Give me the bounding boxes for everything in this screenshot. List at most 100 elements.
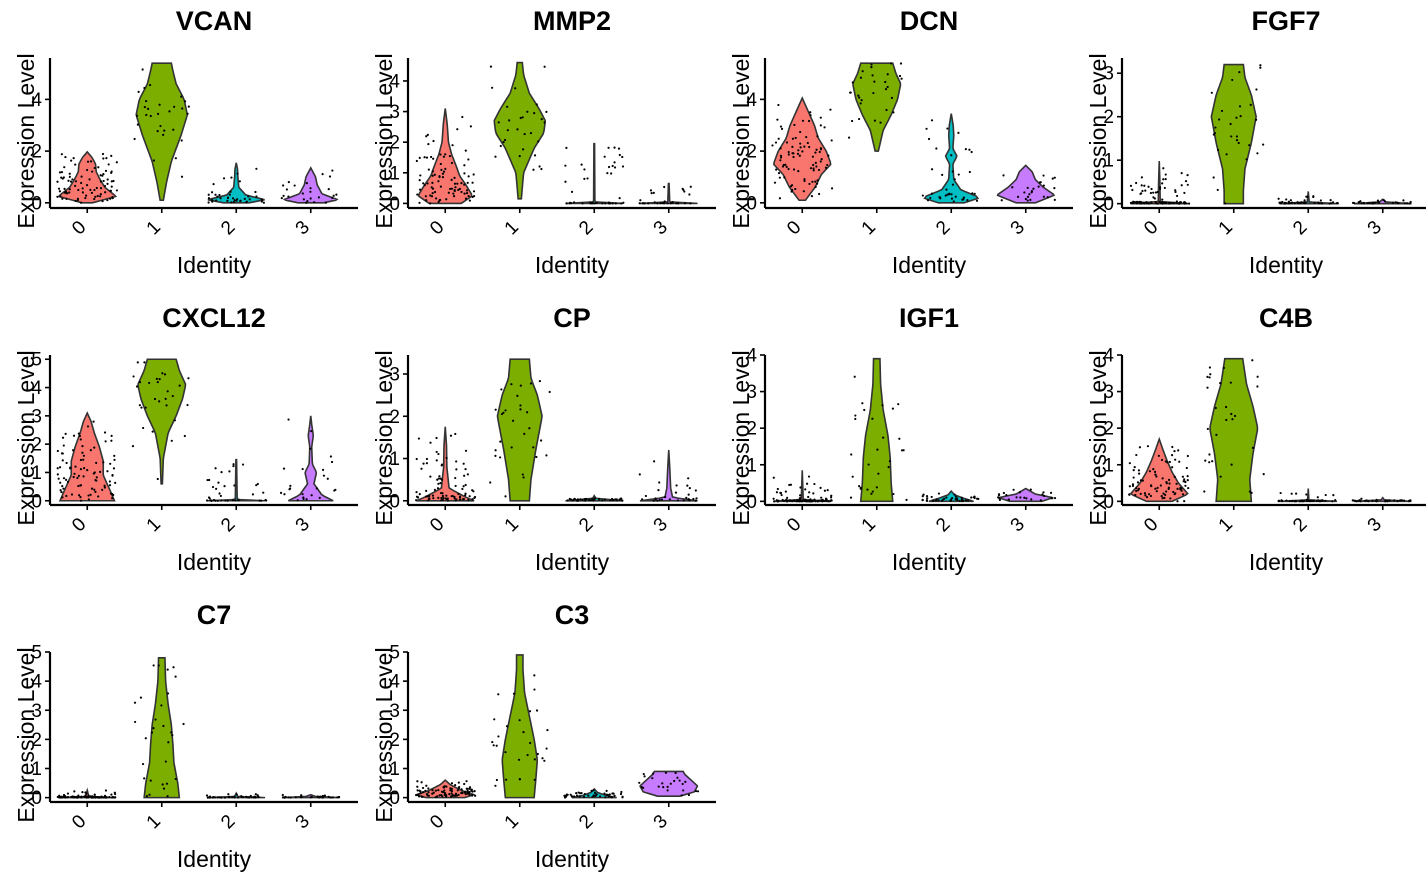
jitter-point — [660, 498, 663, 501]
jitter-point — [504, 409, 507, 412]
jitter-point — [1175, 482, 1178, 485]
jitter-point — [1162, 178, 1165, 181]
jitter-point — [474, 794, 477, 797]
y-axis-title: Expression Level — [13, 647, 39, 822]
jitter-point — [809, 114, 812, 117]
jitter-point — [318, 795, 321, 799]
jitter-point — [155, 377, 158, 380]
jitter-point — [216, 499, 219, 502]
jitter-point — [516, 394, 519, 397]
jitter-point — [445, 785, 448, 788]
jitter-point — [887, 466, 890, 469]
jitter-point — [640, 785, 644, 789]
jitter-point — [1183, 478, 1186, 481]
jitter-point — [63, 191, 66, 194]
jitter-point — [1208, 366, 1211, 369]
jitter-point — [466, 181, 469, 184]
jitter-point — [64, 155, 67, 159]
jitter-point — [543, 121, 546, 124]
jitter-point — [254, 796, 257, 799]
jitter-point — [1332, 494, 1335, 497]
jitter-point — [418, 179, 421, 182]
jitter-point — [142, 426, 145, 430]
jitter-point — [803, 178, 806, 181]
jitter-point — [1208, 461, 1211, 464]
jitter-point — [1158, 186, 1162, 189]
jitter-point — [464, 149, 467, 152]
jitter-point — [786, 496, 789, 499]
jitter-point — [425, 793, 429, 796]
jitter-point — [593, 791, 597, 794]
jitter-point — [1393, 499, 1396, 502]
jitter-point — [238, 180, 241, 183]
jitter-point — [431, 174, 434, 177]
x-tick-label: 0 — [426, 811, 448, 833]
jitter-point — [573, 201, 576, 204]
jitter-point — [80, 796, 83, 799]
jitter-point — [653, 201, 656, 204]
jitter-point — [491, 740, 494, 744]
jitter-point — [1175, 200, 1178, 203]
jitter-point — [622, 201, 625, 204]
jitter-point — [1168, 202, 1171, 205]
jitter-point — [816, 500, 819, 503]
jitter-point — [156, 130, 159, 133]
jitter-point — [110, 154, 113, 157]
jitter-point — [593, 202, 596, 205]
jitter-point — [689, 185, 692, 188]
jitter-point — [432, 157, 435, 160]
jitter-point — [187, 105, 190, 108]
jitter-point — [67, 179, 70, 182]
jitter-point — [103, 484, 106, 487]
panel-title: C4B — [1259, 303, 1313, 333]
jitter-point — [850, 119, 854, 123]
y-tick-label: 2 — [746, 419, 757, 440]
jitter-point — [682, 499, 685, 502]
jitter-point — [416, 785, 419, 788]
jitter-point — [500, 412, 504, 416]
jitter-point — [77, 474, 80, 477]
jitter-point — [1303, 199, 1306, 202]
jitter-point — [255, 484, 258, 487]
jitter-point — [112, 467, 116, 470]
jitter-point — [511, 419, 515, 422]
jitter-point — [905, 498, 908, 501]
jitter-point — [638, 202, 641, 205]
jitter-point — [449, 795, 453, 798]
jitter-point — [791, 500, 794, 503]
jitter-point — [464, 793, 467, 796]
jitter-point — [680, 794, 683, 797]
jitter-point — [115, 189, 118, 192]
jitter-point — [82, 454, 85, 457]
jitter-point — [186, 112, 189, 115]
jitter-point — [233, 199, 236, 202]
jitter-point — [945, 188, 948, 191]
jitter-point — [466, 473, 469, 476]
jitter-point — [1137, 469, 1141, 472]
jitter-point — [426, 182, 429, 185]
jitter-point — [166, 668, 169, 671]
jitter-point — [422, 182, 425, 185]
jitter-point — [218, 492, 221, 495]
jitter-point — [110, 180, 113, 183]
violin-fgf7-1 — [1210, 63, 1257, 205]
jitter-point — [421, 786, 425, 790]
jitter-point — [884, 80, 887, 84]
jitter-point — [415, 457, 418, 461]
jitter-point — [1317, 499, 1320, 502]
jitter-point — [787, 153, 790, 156]
jitter-point — [1171, 201, 1174, 205]
y-tick-label: 3 — [1103, 382, 1114, 403]
jitter-point — [443, 793, 446, 797]
jitter-point — [603, 155, 606, 158]
jitter-point — [313, 201, 316, 204]
jitter-point — [1167, 487, 1170, 490]
jitter-point — [1184, 179, 1188, 183]
jitter-point — [540, 167, 543, 171]
jitter-point — [491, 86, 494, 89]
jitter-point — [851, 475, 854, 478]
jitter-point — [971, 192, 974, 195]
jitter-point — [1230, 463, 1233, 466]
jitter-point — [537, 140, 540, 143]
jitter-point — [489, 481, 492, 484]
